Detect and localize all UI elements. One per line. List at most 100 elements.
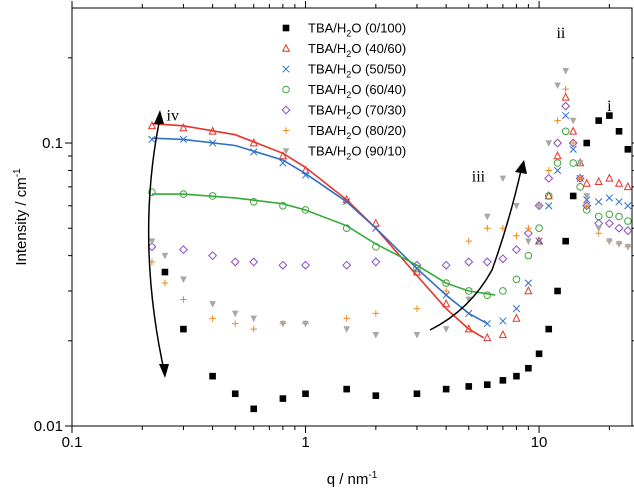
data-point [148,188,156,197]
data-point [606,112,613,119]
legend: TBA/H2O (0/100) TBA/H2O (40/60) TBA/H2O (5… [281,21,406,162]
data-point [483,332,492,342]
data-point [535,350,543,358]
x-tick-label: 1 [301,434,309,451]
data-point [604,218,614,228]
iv-arrow [147,117,166,376]
data-point [624,243,632,251]
iii-arrow [429,165,523,331]
data-point [595,117,602,124]
data-point [512,304,521,313]
data-point [594,176,603,185]
data-point [147,120,157,130]
data-point [148,135,156,144]
data-point [179,123,188,132]
data-point [413,332,421,339]
legend-marker [282,148,290,155]
data-point [498,329,508,339]
data-point [535,237,543,245]
legend-label: TBA/H2O (60/40) [308,82,406,100]
data-point [513,372,520,380]
series-0 [161,112,632,413]
data-point [615,128,623,135]
axis-ticks: 0.1 1 100.010.1 [34,1,634,451]
data-point [302,320,309,328]
data-point [512,275,521,284]
annotation-label: ii [556,25,565,42]
data-point [615,198,623,206]
data-point [208,251,218,261]
data-point [524,286,533,295]
data-point [569,192,577,200]
data-point [524,251,533,260]
data-point [178,245,188,255]
data-point [209,315,216,322]
data-point [372,310,380,317]
data-point [554,82,561,90]
data-point [614,178,624,187]
data-point [231,320,239,327]
data-point [465,296,473,304]
data-point [561,92,570,101]
data-point [569,159,577,167]
data-point [209,372,216,380]
data-point [576,160,584,167]
data-point [230,257,240,267]
data-point [342,260,352,270]
data-point [512,313,521,322]
data-point [568,138,578,148]
data-point [576,175,584,182]
data-point [534,236,544,245]
data-point [161,268,169,276]
data-point [161,252,169,260]
fit-curve-1 [151,137,488,325]
data-point [544,173,554,183]
data-point [594,212,603,221]
y-tick-label: 0.01 [34,418,63,435]
data-point [553,151,562,160]
plot-area [71,7,633,427]
annotation-label: iii [472,169,486,186]
data-point [553,138,563,148]
data-point [249,197,258,206]
data-point [442,385,450,393]
data-point [554,287,561,295]
data-point [278,151,288,160]
data-point [569,117,577,125]
data-point [413,305,421,312]
data-point [180,276,187,284]
data-point [624,202,632,210]
data-point [161,279,169,287]
data-point [535,202,543,210]
data-point [279,320,287,328]
data-point [250,325,258,333]
data-point [231,310,239,318]
data-point [441,260,451,270]
data-point [525,364,532,372]
data-point [483,213,491,221]
data-point [562,237,569,245]
data-point [606,238,613,245]
legend-marker [282,65,290,73]
data-point [231,390,239,398]
data-point [279,395,287,402]
data-point [545,202,553,210]
data-point [498,254,508,264]
data-point [583,193,591,200]
data-point [343,326,350,333]
legend-label: TBA/H2O (80/20) [308,123,406,141]
data-point [582,178,591,187]
data-point [576,183,584,191]
data-point [605,173,614,182]
data-point [301,260,311,270]
legend-label: TBA/H2O (70/30) [308,103,406,121]
data-point [464,257,474,267]
legend-label: TBA/H2O (90/10) [308,144,406,162]
legend-marker [281,105,291,115]
data-point [624,146,632,153]
data-point [605,210,614,219]
x-axis-label-sup: -1 [368,470,377,481]
data-point [511,245,521,255]
